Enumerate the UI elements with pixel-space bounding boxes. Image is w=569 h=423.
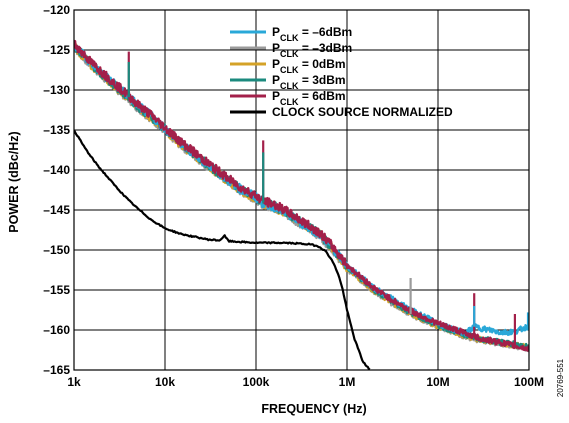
legend-entry-2: PCLK = 0dBm [272,57,346,75]
legend-label-subscript: CLK [280,81,299,91]
x-tick-label: 10k [155,375,175,389]
y-tick-label: –165 [43,363,70,377]
legend-entry-3: PCLK = 3dBm [272,73,346,91]
y-tick-label: –140 [43,163,70,177]
y-tick-label: –155 [43,283,70,297]
y-tick-label: –120 [43,3,70,17]
x-tick-labels: 1k 10k 100k 1M 10M 100M [67,375,544,389]
x-tick-label: 100M [514,375,544,389]
y-tick-label: –150 [43,243,70,257]
legend-label-value: = 0dBm [299,57,346,71]
series-layer [74,40,530,370]
legend-label-subscript: CLK [280,65,299,75]
legend-label-subscript: CLK [280,97,299,107]
legend-entry-1: PCLK = –3dBm [272,41,352,59]
x-tick-label: 100k [243,375,270,389]
legend-label-value: = 6dBm [299,89,346,103]
legend-label-value: = –6dBm [299,25,353,39]
legend-label-subscript: CLK [280,33,299,43]
legend-label-value: = 3dBm [299,73,346,87]
x-tick-label: 10M [426,375,449,389]
grid [73,9,530,371]
legend-label-value: = –3dBm [299,41,353,55]
legend-label: P [272,57,280,71]
legend-entry-5: CLOCK SOURCE NORMALIZED [272,105,453,119]
y-tick-label: –125 [43,43,70,57]
legend-entry-4: PCLK = 6dBm [272,89,346,107]
figure-id: 20769-551 [556,358,565,397]
legend-label-subscript: CLK [280,49,299,59]
y-tick-label: –135 [43,123,70,137]
y-axis-title: POWER (dBc/Hz) [7,131,21,232]
y-tick-labels: –120 –125 –130 –135 –140 –145 –150 –155 –160 –165 [43,3,70,377]
y-tick-label: –145 [43,203,70,217]
y-tick-label: –160 [43,323,70,337]
series-line-5 [74,129,371,370]
x-tick-label: 1M [339,375,356,389]
legend-label: CLOCK SOURCE NORMALIZED [272,105,453,119]
x-axis-title: FREQUENCY (Hz) [261,402,366,416]
legend-label: P [272,73,280,87]
x-tick-label: 1k [67,375,81,389]
series-line-4 [74,40,529,352]
legend-label: P [272,25,280,39]
legend-label: P [272,89,280,103]
plot-frame [73,9,530,371]
legend-entry-0: PCLK = –6dBm [272,25,352,43]
y-tick-label: –130 [43,83,70,97]
legend-label: P [272,41,280,55]
